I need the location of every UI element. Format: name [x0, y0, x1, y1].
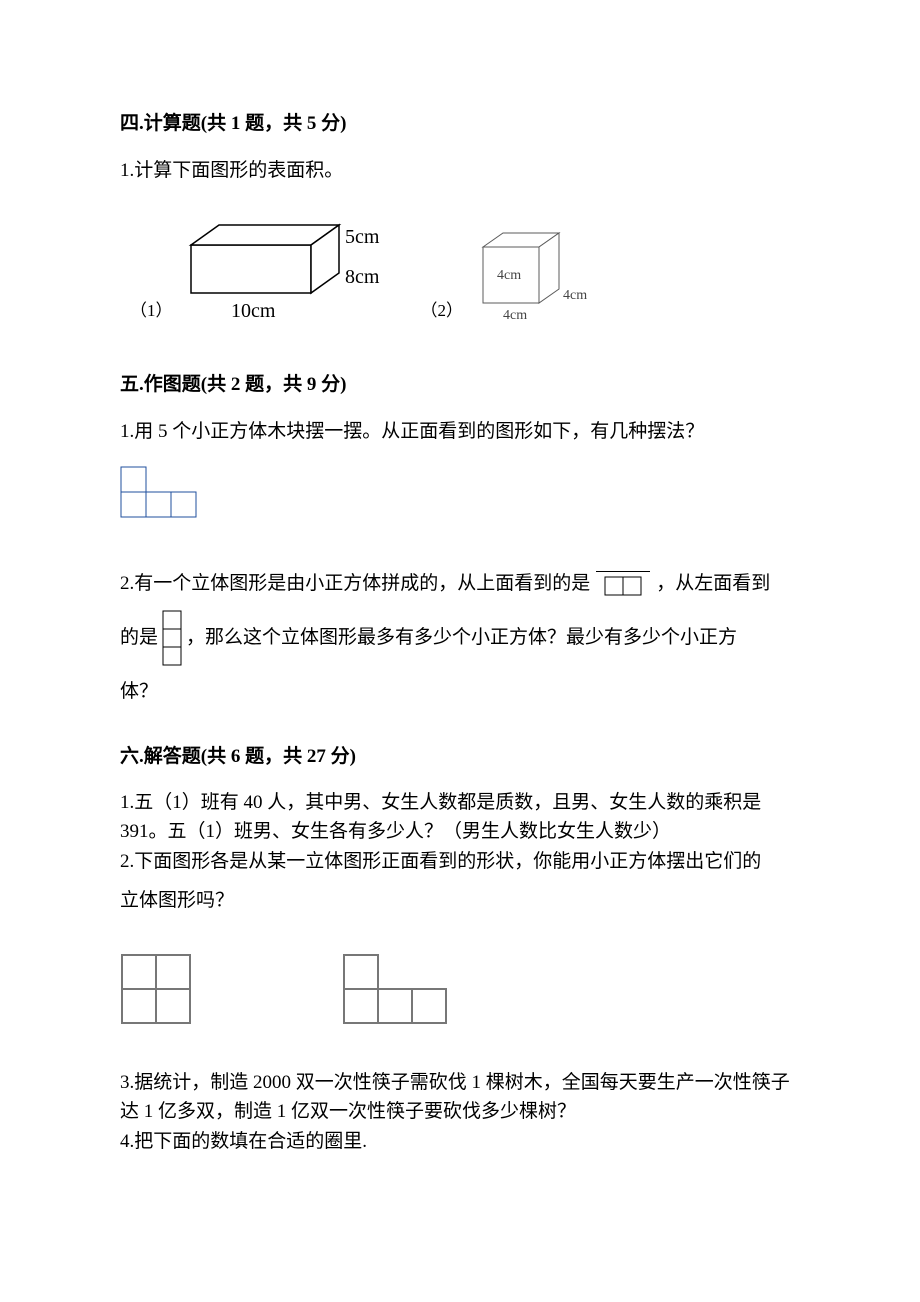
cube-figure: 4cm 4cm 4cm: [471, 225, 606, 335]
cuboid-figure: 5cm 8cm 10cm: [181, 215, 391, 335]
s5-q1-figure-wrap: [120, 466, 800, 528]
s4-q1: 1.计算下面图形的表面积。: [120, 157, 800, 186]
s5-q2-text-b: ，从左面看到: [656, 570, 770, 599]
s4-fig2-num: （2）: [421, 298, 464, 324]
svg-text:4cm: 4cm: [503, 308, 527, 323]
s5-q2-text-c: 的是: [120, 624, 158, 653]
s5-q2-line2: 的是 ，那么这个立体图形最多有多少个小正方体？最少有多少个小正方: [120, 610, 800, 666]
s5-q2-line1: 2.有一个立体图形是由小正方体拼成的，从上面看到的是 ，从左面看到: [120, 570, 800, 599]
s6-q3: 3.据统计，制造 2000 双一次性筷子需砍伐 1 棵树木，全国每天要生产一次性…: [120, 1069, 800, 1126]
section-4: 四.计算题(共 1 题，共 5 分) 1.计算下面图形的表面积。 （1） 5cm…: [120, 110, 800, 335]
s5-q1: 1.用 5 个小正方体木块摆一摆。从正面看到的图形如下，有几种摆法？: [120, 418, 800, 447]
s6-q1: 1.五（1）班有 40 人，其中男、女生人数都是质数，且男、女生人数的乘积是39…: [120, 789, 800, 846]
top-view-figure: [604, 576, 642, 596]
s5-q2-text-a: 2.有一个立体图形是由小正方体拼成的，从上面看到的是: [120, 570, 590, 599]
s5-q2-text-d: ，那么这个立体图形最多有多少个小正方体？最少有多少个小正方: [186, 624, 737, 653]
left-view-figure: [162, 610, 182, 666]
section-5-heading: 五.作图题(共 2 题，共 9 分): [120, 371, 800, 400]
s6-q4: 4.把下面的数填在合适的圈里.: [120, 1128, 800, 1157]
s6-q2-figure-2: [342, 953, 448, 1025]
svg-text:8cm: 8cm: [345, 266, 380, 288]
s4-fig1-num: （1）: [130, 298, 173, 324]
s5-q2-text-e: 体？: [120, 678, 800, 707]
section-5: 五.作图题(共 2 题，共 9 分) 1.用 5 个小正方体木块摆一摆。从正面看…: [120, 371, 800, 707]
svg-text:5cm: 5cm: [345, 226, 380, 248]
s4-figures: （1） 5cm 8cm 10cm （2） 4cm 4cm 4cm: [130, 215, 800, 335]
s4-fig1-wrap: （1） 5cm 8cm 10cm: [130, 215, 391, 335]
section-6: 六.解答题(共 6 题，共 27 分) 1.五（1）班有 40 人，其中男、女生…: [120, 743, 800, 1157]
svg-text:10cm: 10cm: [231, 300, 276, 322]
section-6-heading: 六.解答题(共 6 题，共 27 分): [120, 743, 800, 772]
s6-q2-figure-1: [120, 953, 192, 1025]
s4-fig2-wrap: （2） 4cm 4cm 4cm: [421, 225, 607, 335]
section-4-heading: 四.计算题(共 1 题，共 5 分): [120, 110, 800, 139]
svg-text:4cm: 4cm: [563, 288, 587, 303]
svg-text:4cm: 4cm: [497, 268, 521, 283]
s5-q1-figure: [120, 466, 197, 518]
s6-q2b: 立体图形吗？: [120, 887, 800, 916]
blank-line: [596, 571, 650, 572]
s6-q2-figures: [120, 953, 800, 1025]
s6-q2a: 2.下面图形各是从某一立体图形正面看到的形状，你能用小正方体摆出它们的: [120, 848, 800, 877]
